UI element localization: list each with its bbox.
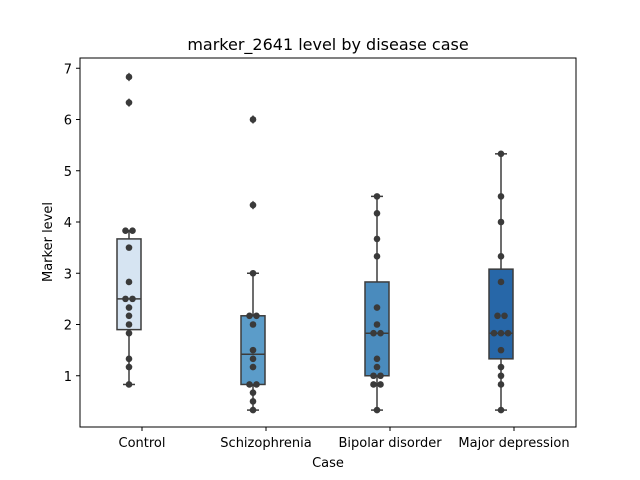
y-tick-label: 6 — [64, 114, 72, 129]
data-point — [504, 329, 512, 337]
data-point — [497, 278, 505, 286]
y-axis-label: Marker level — [41, 202, 56, 282]
data-point — [497, 150, 505, 158]
data-point — [253, 312, 260, 320]
x-tick-label: Major depression — [458, 436, 569, 451]
data-point — [125, 278, 133, 286]
data-point — [490, 329, 498, 337]
box-major-depression — [488, 268, 514, 360]
data-point — [373, 253, 381, 260]
y-tick-label: 3 — [64, 267, 72, 282]
data-point — [377, 372, 384, 380]
data-point — [129, 295, 136, 303]
data-point — [249, 201, 257, 209]
y-tick-label: 4 — [64, 216, 72, 231]
data-point — [497, 253, 505, 260]
data-point — [249, 406, 257, 414]
data-point — [125, 312, 133, 320]
data-point — [370, 372, 377, 380]
data-point — [373, 355, 381, 363]
chart-title: marker_2641 level by disease case — [187, 35, 468, 55]
data-point — [370, 381, 377, 388]
data-point — [246, 312, 253, 320]
data-point — [497, 346, 505, 354]
y-tick-label: 5 — [64, 165, 72, 180]
data-point — [253, 381, 260, 388]
data-point — [246, 381, 253, 388]
data-point — [373, 193, 381, 200]
data-point — [494, 312, 501, 320]
data-point — [497, 363, 505, 371]
data-point — [125, 244, 133, 251]
data-point — [497, 381, 505, 388]
data-point — [497, 329, 505, 337]
data-point — [373, 406, 381, 414]
data-point — [497, 193, 505, 200]
data-point — [249, 355, 257, 363]
data-point — [125, 355, 133, 363]
data-point — [497, 372, 505, 380]
x-tick-label: Schizophrenia — [220, 436, 311, 451]
data-point — [249, 346, 257, 354]
data-point — [125, 304, 133, 311]
x-tick-label: Control — [119, 436, 166, 451]
data-point — [122, 295, 129, 303]
data-point — [249, 269, 257, 277]
data-point — [249, 321, 257, 328]
y-tick-label: 7 — [64, 62, 72, 77]
data-point — [125, 99, 133, 106]
data-point — [249, 398, 257, 405]
data-point — [373, 304, 381, 311]
data-point — [373, 321, 381, 328]
data-point — [377, 329, 384, 337]
data-point — [370, 329, 377, 337]
plot-area — [116, 72, 514, 414]
y-tick-label: 2 — [64, 319, 72, 334]
data-point — [125, 321, 133, 328]
plot-frame — [79, 57, 577, 428]
data-point — [125, 329, 133, 337]
data-point — [497, 218, 505, 226]
data-point — [373, 235, 381, 243]
data-point — [377, 381, 384, 388]
data-point — [129, 227, 136, 235]
data-point — [249, 389, 257, 396]
y-tick-label: 1 — [64, 370, 72, 385]
data-point — [249, 363, 257, 371]
data-point — [125, 381, 133, 388]
data-point — [501, 312, 508, 320]
x-axis-label: Case — [312, 456, 344, 471]
data-point — [125, 73, 133, 81]
data-point — [373, 363, 381, 371]
data-point — [125, 363, 133, 371]
data-point — [122, 227, 129, 235]
data-point — [497, 406, 505, 414]
data-point — [373, 209, 381, 217]
data-point — [249, 116, 257, 123]
x-tick-label: Bipolar disorder — [338, 436, 442, 451]
